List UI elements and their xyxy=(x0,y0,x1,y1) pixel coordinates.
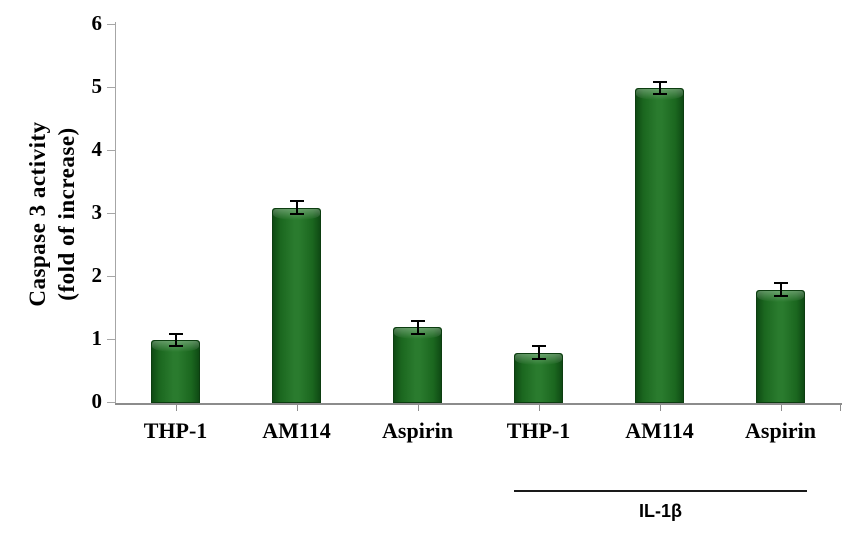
x-tick-mark xyxy=(175,405,177,411)
error-bar-line xyxy=(174,333,177,347)
y-tick-label: 6 xyxy=(91,11,103,35)
il1b-group-underline xyxy=(514,490,807,492)
error-bar-cap-top xyxy=(168,332,183,335)
error-bar-cap-top xyxy=(773,282,788,285)
error-bar-cap-top xyxy=(410,320,425,323)
error-bar-line xyxy=(537,346,540,359)
x-tick-mark xyxy=(538,405,540,411)
category-label-3: THP-1 xyxy=(506,418,571,443)
y-axis-title-line1: Caspase 3 activity xyxy=(25,121,50,307)
x-tick-mark xyxy=(780,405,782,411)
category-label-5: Aspirin xyxy=(745,418,816,443)
category-label-4: AM114 xyxy=(625,418,694,443)
y-tick-mark xyxy=(107,87,115,88)
x-axis-line xyxy=(115,403,842,405)
y-tick-label: 5 xyxy=(91,74,103,98)
y-tick-mark xyxy=(107,402,115,403)
y-tick-mark xyxy=(107,339,115,340)
y-tick-mark xyxy=(107,24,115,25)
error-bar-cap-bottom xyxy=(531,357,546,360)
y-tick-label: 1 xyxy=(91,326,103,350)
y-tick-label: 0 xyxy=(91,389,103,413)
y-tick-label: 2 xyxy=(91,263,103,287)
category-label-2: Aspirin xyxy=(382,418,453,443)
y-tick-label: 3 xyxy=(91,200,103,224)
x-axis-end-tick xyxy=(840,405,841,411)
y-axis-line xyxy=(115,22,116,404)
error-bar-line xyxy=(658,81,661,95)
category-label-1: AM114 xyxy=(262,418,331,443)
bar-thp-1-3 xyxy=(514,352,563,403)
bar-am114-1 xyxy=(272,207,321,403)
error-bar-cap-bottom xyxy=(410,332,425,335)
category-label-0: THP-1 xyxy=(143,418,208,443)
x-tick-mark xyxy=(659,405,661,411)
error-bar-cap-bottom xyxy=(289,213,304,215)
error-bar-cap-bottom xyxy=(773,294,788,297)
y-tick-mark xyxy=(107,276,115,277)
error-bar-cap-bottom xyxy=(652,93,667,96)
error-bar-cap-top xyxy=(652,80,667,83)
x-tick-mark xyxy=(296,405,298,411)
y-tick-mark xyxy=(107,213,115,214)
bar-am114-4 xyxy=(635,88,684,403)
il1b-group-label: IL-1β xyxy=(639,501,682,521)
bar-aspirin-2 xyxy=(393,327,442,403)
bar-aspirin-5 xyxy=(756,289,805,403)
error-bar-line xyxy=(295,201,298,214)
error-bar-line xyxy=(416,321,419,334)
error-bar-line xyxy=(779,283,782,296)
error-bar-cap-top xyxy=(531,345,546,348)
error-bar-cap-bottom xyxy=(168,345,183,348)
bar-thp-1-0 xyxy=(151,340,200,403)
y-tick-mark xyxy=(107,150,115,151)
error-bar-cap-top xyxy=(289,200,304,203)
x-tick-mark xyxy=(417,405,419,411)
y-tick-label: 4 xyxy=(91,137,103,161)
